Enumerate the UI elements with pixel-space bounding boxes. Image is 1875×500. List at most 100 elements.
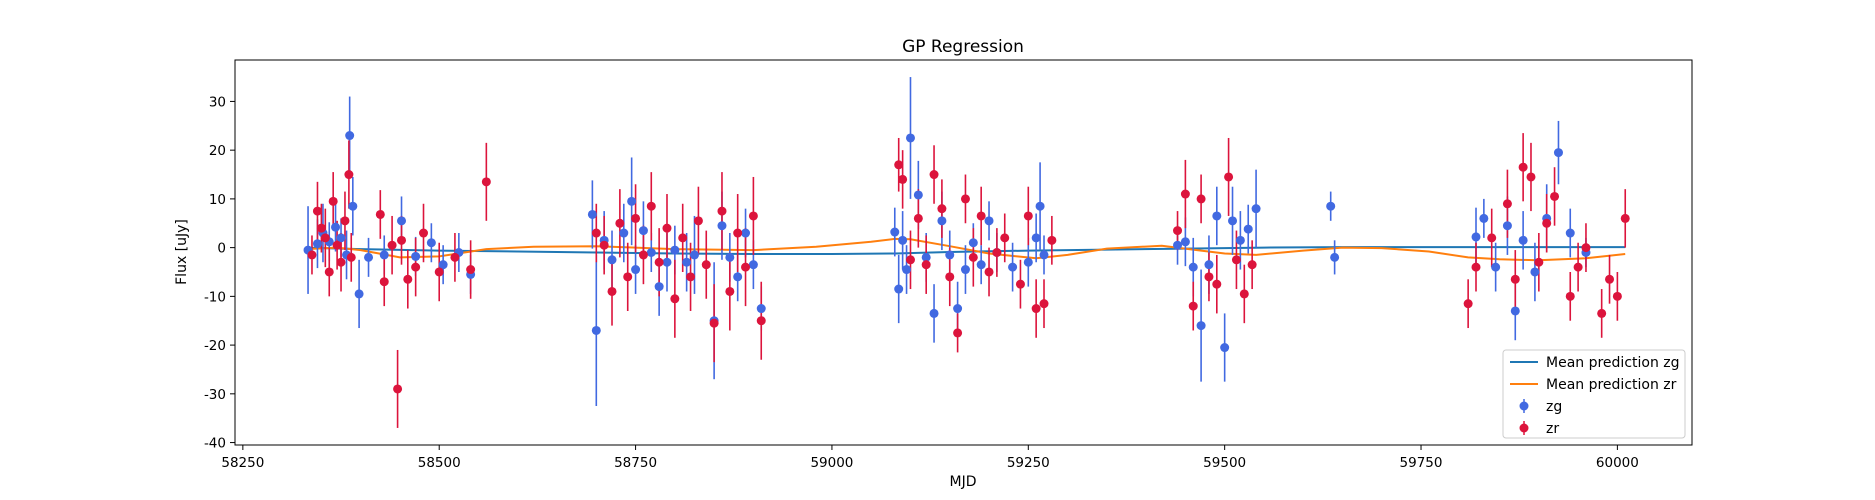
- zg-point-62: [1188, 262, 1198, 272]
- zr-point-49: [921, 260, 931, 270]
- chart-title: GP Regression: [902, 37, 1024, 57]
- zr-point-71: [1224, 172, 1234, 182]
- x-tick-label-3: 59000: [810, 455, 853, 471]
- zr-point-33: [670, 294, 680, 304]
- plot-area: [234, 59, 1693, 446]
- data-points: [303, 131, 1630, 394]
- zg-point-39: [890, 227, 900, 237]
- y-tick-label-3: -10: [204, 289, 226, 305]
- y-axis: -40 -30 -20 -10 0 10 20 30: [204, 94, 235, 452]
- zr-point-23: [591, 228, 601, 238]
- zr-point-14: [393, 384, 403, 394]
- x-tick-label-6: 59750: [1400, 455, 1443, 471]
- zr-point-10: [346, 252, 356, 262]
- zg-point-33: [717, 221, 727, 231]
- x-tick-label-0: 58250: [221, 455, 264, 471]
- zg-point-77: [1510, 306, 1520, 316]
- zg-point-81: [1553, 148, 1563, 158]
- zg-point-69: [1243, 224, 1253, 234]
- zg-point-23: [627, 196, 637, 206]
- zg-point-82: [1565, 228, 1575, 238]
- zr-point-81: [1526, 172, 1536, 182]
- zr-point-64: [1047, 235, 1057, 245]
- x-tick-label-5: 59500: [1203, 455, 1246, 471]
- zr-point-39: [717, 206, 727, 216]
- zr-point-1: [312, 206, 322, 216]
- zr-point-44: [756, 316, 766, 326]
- zg-point-25: [638, 226, 648, 236]
- zr-point-78: [1502, 199, 1512, 209]
- x-tick-label-1: 58500: [418, 455, 461, 471]
- zr-point-89: [1605, 274, 1615, 284]
- zr-point-35: [686, 272, 696, 282]
- zg-point-45: [921, 252, 931, 262]
- zg-point-8: [348, 201, 358, 211]
- zr-point-65: [1173, 226, 1183, 236]
- x-axis: 58250 58500 58750 59000 59250 59500 59750 60000: [221, 445, 1639, 471]
- zg-point-53: [984, 216, 994, 226]
- zr-point-20: [450, 252, 460, 262]
- zg-point-27: [654, 282, 664, 292]
- zr-point-34: [678, 233, 688, 243]
- zg-point-4: [331, 222, 341, 232]
- legend-label-zg: zg: [1546, 399, 1562, 415]
- zr-point-43: [748, 211, 758, 221]
- legend-box: [1502, 349, 1686, 439]
- zg-point-59: [1039, 250, 1049, 260]
- zg-point-56: [1023, 257, 1033, 267]
- zr-point-30: [646, 201, 656, 211]
- zr-point-86: [1573, 262, 1583, 272]
- zg-point-43: [905, 133, 915, 143]
- zg-point-75: [1491, 262, 1501, 272]
- zr-point-47: [905, 255, 915, 265]
- zg-point-76: [1502, 221, 1512, 231]
- zg-point-11: [379, 250, 389, 260]
- zg-point-64: [1204, 260, 1214, 270]
- zr-point-60: [1015, 279, 1025, 289]
- zg-point-35: [733, 272, 743, 282]
- zr-point-83: [1542, 218, 1552, 228]
- zg-point-61: [1180, 237, 1190, 247]
- zr-point-59: [1000, 233, 1010, 243]
- zg-point-38: [756, 304, 766, 314]
- zr-point-41: [733, 228, 743, 238]
- zr-point-51: [937, 204, 947, 214]
- zr-point-28: [631, 213, 641, 223]
- zr-point-21: [466, 265, 476, 275]
- zr-point-58: [992, 248, 1002, 257]
- zg-point-79: [1530, 267, 1540, 277]
- zr-point-67: [1188, 301, 1198, 311]
- zg-point-13: [411, 251, 421, 261]
- zr-point-13: [387, 240, 397, 250]
- zg-point-46: [929, 308, 939, 318]
- zr-point-87: [1581, 243, 1591, 253]
- zr-point-16: [403, 274, 413, 284]
- zr-point-56: [976, 211, 986, 221]
- y-tick-label-7: 30: [209, 94, 226, 110]
- zr-point-8: [340, 216, 350, 226]
- zr-point-42: [741, 262, 751, 272]
- zg-point-70: [1251, 204, 1261, 214]
- zr-point-74: [1247, 260, 1257, 270]
- zg-point-60: [1173, 240, 1183, 250]
- zg-point-57: [1031, 233, 1041, 243]
- zg-point-9: [354, 289, 364, 299]
- legend-swatch-zr-point: [1519, 423, 1529, 433]
- legend-swatch-zg-point: [1519, 401, 1529, 411]
- zr-point-85: [1565, 291, 1575, 301]
- zg-point-22: [619, 228, 629, 238]
- zr-point-15: [397, 235, 407, 245]
- zr-point-18: [419, 228, 429, 238]
- zr-point-19: [434, 267, 444, 277]
- zr-point-63: [1039, 299, 1049, 309]
- zg-point-73: [1471, 232, 1481, 242]
- zr-point-2: [316, 223, 326, 233]
- zr-point-29: [638, 250, 648, 260]
- legend-label-zg-line: Mean prediction zg: [1546, 355, 1680, 371]
- zg-point-50: [960, 265, 970, 275]
- zr-point-45: [894, 160, 904, 170]
- zr-point-32: [662, 223, 672, 233]
- zg-point-1: [312, 239, 322, 249]
- y-tick-label-1: -30: [204, 387, 226, 403]
